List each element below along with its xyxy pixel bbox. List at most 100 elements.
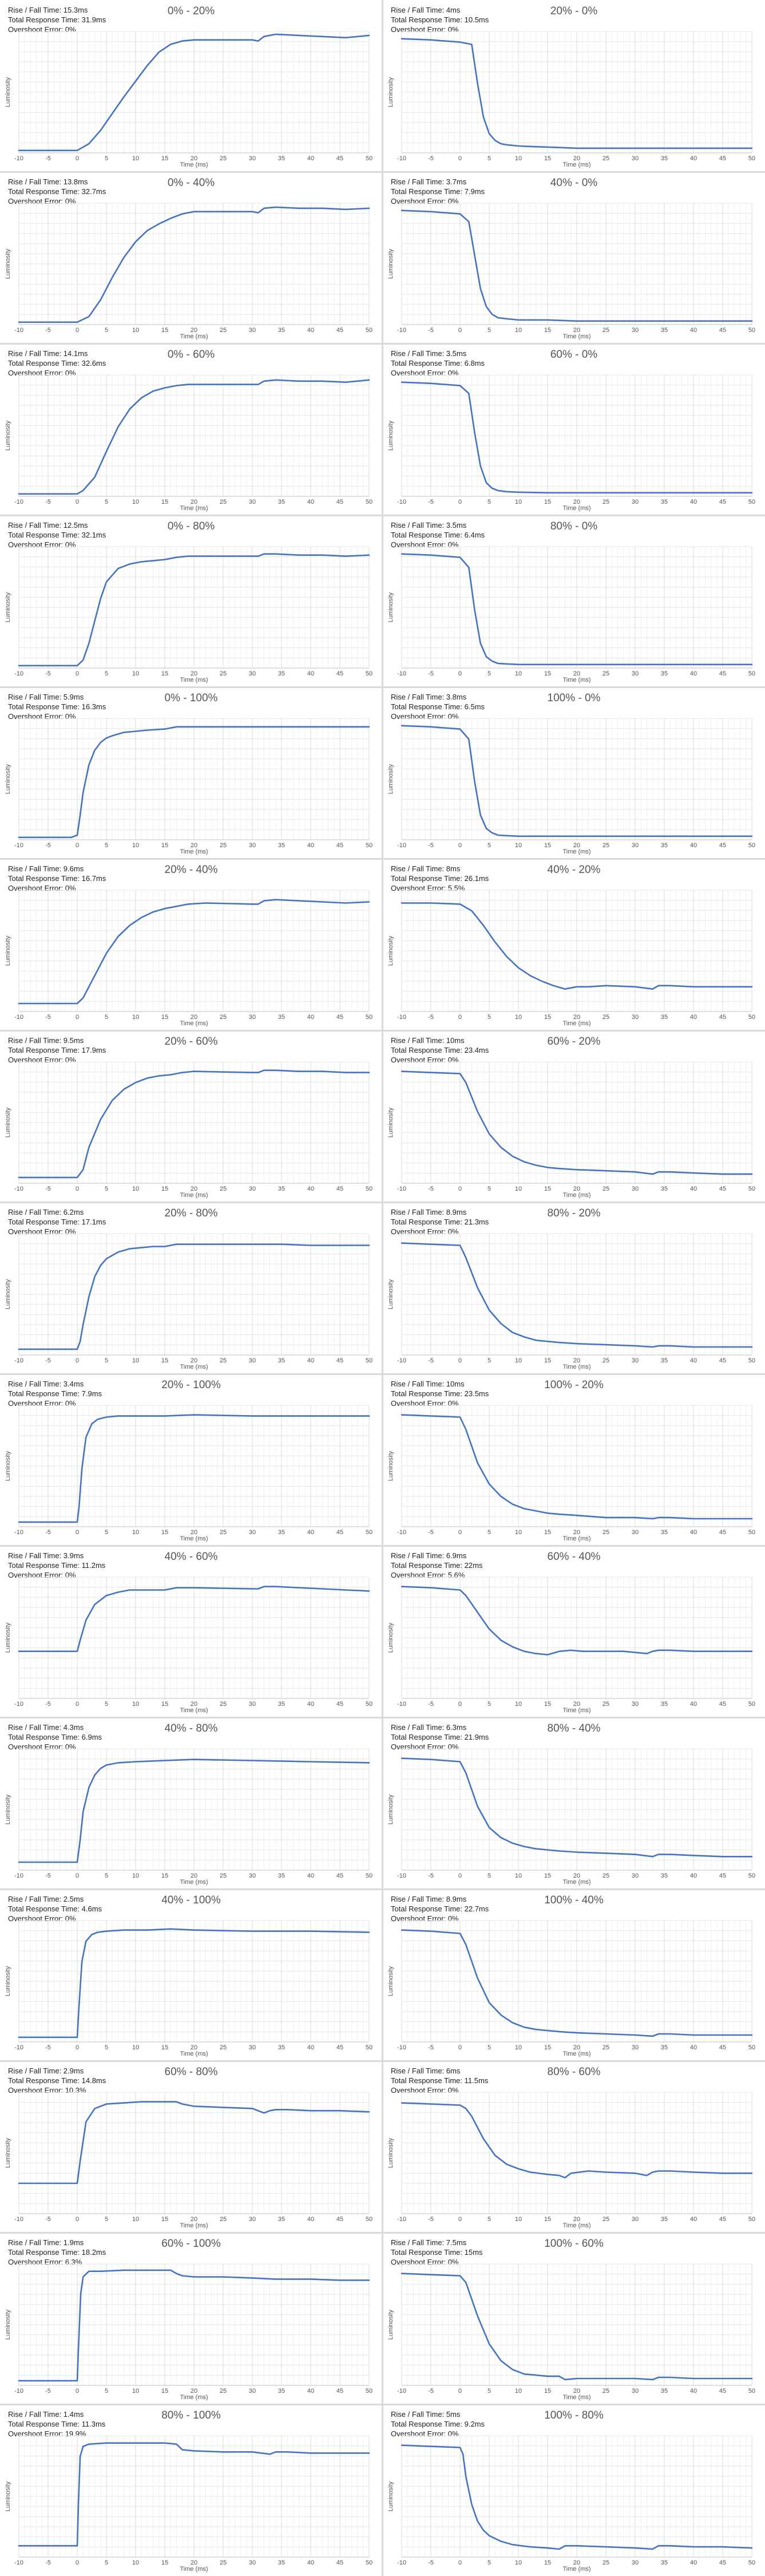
x-tick-label: 35 [278,2044,285,2051]
x-tick-label: 20 [573,1872,580,1879]
x-tick-label: -10 [397,1529,406,1536]
y-axis-label: Luminosity [387,248,394,279]
x-tick-label: 5 [105,499,108,505]
line-chart: -10 -5 0 5 10 15 20 25 30 35 40 45 50 Time (ms) Lumino… [5,374,372,512]
x-tick-label: 35 [661,1186,668,1192]
x-tick-label: 25 [603,2388,609,2395]
x-tick-label: 20 [191,1701,197,1708]
x-tick-label: -5 [428,670,434,677]
chart-panel: Rise / Fall Time: 10ms Total Response Tim… [383,1030,765,1202]
x-tick-label: 45 [719,499,726,505]
x-tick-label: 15 [161,2216,168,2223]
chart-title: 40% - 0% [550,177,598,189]
x-tick-label: 35 [278,499,285,505]
x-tick-label: -5 [45,327,51,334]
x-tick-label: 25 [220,155,227,162]
x-tick-label: -10 [14,1529,23,1536]
x-axis-label: Time (ms) [562,333,590,340]
total-response-time: Total Response Time: 14.8ms [8,2076,106,2085]
series-line [401,38,753,149]
y-axis-label: Luminosity [5,1622,11,1653]
x-tick-label: 25 [603,1186,609,1192]
x-tick-label: 35 [278,155,285,162]
total-response-time: Total Response Time: 15ms [391,2248,483,2257]
x-tick-label: 40 [307,670,314,677]
gridlines [401,2435,752,2558]
y-axis-label: Luminosity [5,1279,11,1309]
row-divider [0,858,765,860]
x-tick-label: 50 [748,155,755,162]
x-tick-label: 10 [132,499,139,505]
series-line [18,726,370,839]
x-tick-label: 10 [515,1014,522,1021]
series-line [401,553,753,666]
chart-panel: Rise / Fall Time: 3.8ms Total Response Ti… [383,687,765,859]
x-axis-label: Time (ms) [562,1364,590,1370]
x-axis-label: Time (ms) [562,848,590,855]
x-tick-label: 25 [603,1014,609,1021]
line-chart: -10 -5 0 5 10 15 20 25 30 35 40 45 50 Time (ms) Lumino… [5,546,372,683]
x-tick-label: 50 [748,1529,755,1536]
y-axis-label: Luminosity [5,935,11,966]
series-line [401,2102,753,2179]
rise-fall-time: Rise / Fall Time: 3.7ms [391,177,467,186]
x-tick-label: 5 [487,670,491,677]
series-line [401,1929,753,2037]
y-axis-label: Luminosity [5,1451,11,1481]
y-axis-label: Luminosity [5,2309,11,2340]
x-tick-label: 35 [278,2559,285,2566]
series-line [18,1414,370,1523]
x-tick-label: 20 [191,1357,197,1364]
x-tick-label: -10 [14,842,23,849]
x-tick-label: -5 [45,2216,51,2223]
x-tick-label: -10 [14,1357,23,1364]
x-tick-label: 25 [220,1357,227,1364]
x-tick-label: -5 [45,842,51,849]
series-line [18,1928,370,2038]
chart-title: 40% - 60% [164,1551,218,1563]
line-chart: -10 -5 0 5 10 15 20 25 30 35 40 45 50 Time (ms) Lumino… [387,1920,755,2057]
x-tick-label: 25 [220,2559,227,2566]
y-axis-label: Luminosity [387,77,394,107]
x-tick-label: 50 [748,499,755,505]
x-tick-label: 25 [603,2559,609,2566]
x-tick-label: 40 [307,1872,314,1879]
x-tick-label: 45 [336,2388,343,2395]
x-tick-label: -5 [428,2044,434,2051]
x-tick-label: 45 [719,1357,726,1364]
gridlines [18,1748,370,1871]
x-tick-label: 25 [603,2044,609,2051]
x-tick-label: 40 [690,327,697,334]
total-response-time: Total Response Time: 9.2ms [391,2420,485,2428]
x-tick-label: -10 [14,2559,23,2566]
line-chart: -10 -5 0 5 10 15 20 25 30 35 40 45 50 Time (ms) Lumino… [387,718,755,855]
line-chart: -10 -5 0 5 10 15 20 25 30 35 40 45 50 Time (ms) Lumino… [387,1405,755,1542]
x-tick-label: -5 [45,1014,51,1021]
x-tick-label: -10 [14,2388,23,2395]
x-tick-label: -5 [45,155,51,162]
series-line [18,1759,370,1863]
x-tick-label: 35 [661,842,668,849]
x-tick-label: 5 [487,2388,491,2395]
total-response-time: Total Response Time: 16.7ms [8,874,106,883]
line-chart: -10 -5 0 5 10 15 20 25 30 35 40 45 50 Time (ms) Lumino… [387,2092,755,2229]
line-chart: -10 -5 0 5 10 15 20 25 30 35 40 45 50 Time (ms) Lumino… [5,1233,372,1370]
total-response-time: Total Response Time: 16.3ms [8,702,106,711]
gridlines [401,31,752,153]
x-tick-label: 25 [603,670,609,677]
x-tick-label: 15 [544,670,551,677]
chart-title: 0% - 60% [167,349,215,361]
x-tick-label: 20 [573,670,580,677]
x-tick-label: 20 [573,2559,580,2566]
gridlines [18,546,370,669]
x-tick-label: 15 [161,327,168,334]
x-tick-label: 10 [132,670,139,677]
x-tick-label: -10 [397,1186,406,1192]
x-tick-label: 25 [220,2044,227,2051]
x-tick-label: 5 [105,842,108,849]
x-tick-label: -5 [428,2388,434,2395]
total-response-time: Total Response Time: 22ms [391,1561,483,1570]
x-tick-label: 10 [132,2044,139,2051]
series-line [401,210,753,322]
